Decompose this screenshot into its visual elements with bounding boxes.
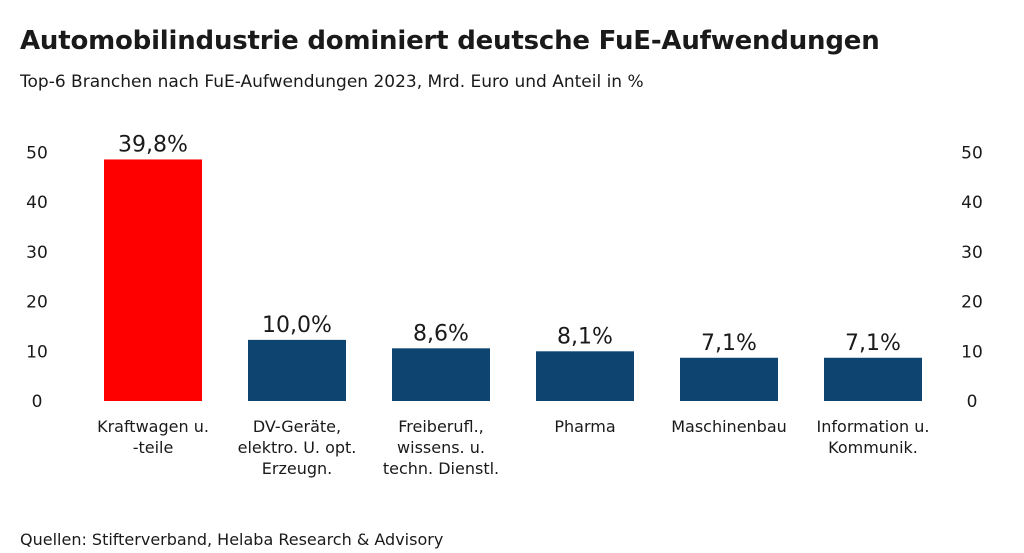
chart-subtitle: Top-6 Branchen nach FuE-Aufwendungen 202…: [20, 72, 644, 92]
y-tick-right: 0: [967, 392, 978, 412]
bar: [104, 159, 202, 401]
category-label: Pharma: [554, 417, 615, 436]
y-tick-left: 40: [26, 193, 48, 213]
data-labels: 39,8% 10,0% 8,6% 8,1% 7,1% 7,1%: [118, 132, 901, 355]
bar: [392, 348, 490, 401]
right-axis-ticks: 0 10 20 30 40 50: [961, 144, 983, 413]
data-label: 7,1%: [845, 331, 901, 356]
y-tick-left: 50: [26, 144, 48, 164]
bar: [680, 357, 778, 401]
data-label: 7,1%: [701, 331, 757, 356]
category-label: DV-Geräte, elektro. U. opt. Erzeugn.: [238, 417, 357, 478]
chart-title: Automobilindustrie dominiert deutsche Fu…: [20, 26, 880, 56]
data-label: 8,1%: [557, 324, 613, 349]
bar-chart: 0 10 20 30 40 50 0 10 20 30 40 50 39,8% 10,0% 8,6% 8,…: [26, 132, 983, 478]
bar: [248, 339, 346, 401]
bars: [104, 159, 922, 401]
y-tick-left: 20: [26, 293, 48, 313]
category-label: Maschinenbau: [671, 417, 787, 436]
y-tick-right: 10: [961, 342, 983, 362]
source-note: Quellen: Stifterverband, Helaba Research…: [20, 530, 444, 549]
y-tick-right: 20: [961, 293, 983, 313]
y-tick-left: 30: [26, 243, 48, 263]
y-tick-right: 30: [961, 243, 983, 263]
data-label: 39,8%: [118, 132, 188, 157]
category-labels: Kraftwagen u. -teile DV-Geräte, elektro. U.…: [97, 417, 929, 478]
category-label: Information u. Kommunik.: [817, 417, 930, 457]
y-tick-left: 10: [26, 342, 48, 362]
y-tick-right: 50: [961, 144, 983, 164]
category-label: Freiberufl., wissens. u. techn. Dienstl.: [383, 417, 499, 478]
bar: [824, 357, 922, 401]
left-axis-ticks: 0 10 20 30 40 50: [26, 144, 48, 413]
data-label: 10,0%: [262, 313, 332, 338]
category-label: Kraftwagen u. -teile: [97, 417, 209, 457]
y-tick-right: 40: [961, 193, 983, 213]
y-tick-left: 0: [32, 392, 43, 412]
data-label: 8,6%: [413, 321, 469, 346]
bar: [536, 351, 634, 401]
